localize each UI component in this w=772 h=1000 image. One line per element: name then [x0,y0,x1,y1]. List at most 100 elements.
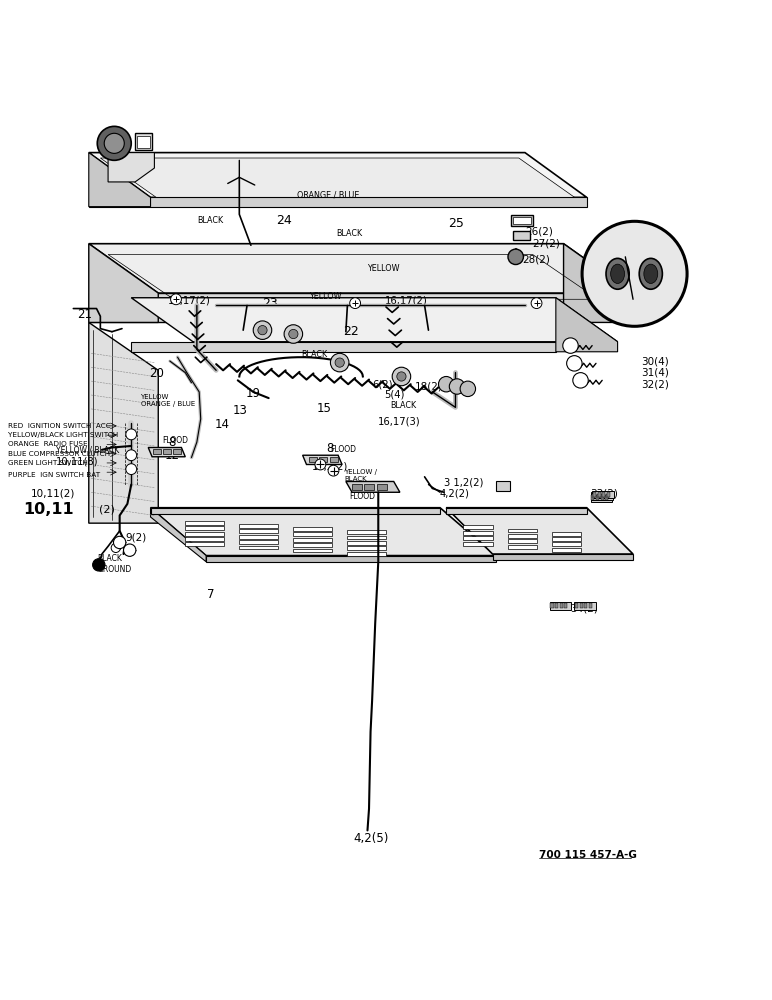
Polygon shape [564,244,633,322]
Bar [293,538,332,542]
Text: 10,2(2): 10,2(2) [312,462,348,472]
Polygon shape [206,556,496,562]
Bar [173,449,181,454]
Bar [597,494,600,498]
Circle shape [582,221,687,326]
Ellipse shape [606,258,629,289]
Text: YELLOW: YELLOW [367,264,399,273]
Bar [163,449,171,454]
Text: YELLOW
ORANGE / BLUE: YELLOW ORANGE / BLUE [141,394,195,407]
Text: 16,17(2): 16,17(2) [168,296,211,306]
Circle shape [449,379,465,394]
Bar [513,231,530,240]
Text: BLACK
GROUND: BLACK GROUND [97,554,131,574]
Bar [463,531,493,535]
Text: BLACK: BLACK [390,401,416,410]
Bar [153,449,161,454]
Text: YELLOW / BLACK: YELLOW / BLACK [56,445,119,454]
Polygon shape [89,244,158,322]
Circle shape [573,373,588,388]
Text: BLACK: BLACK [301,350,327,359]
Circle shape [284,325,303,343]
Text: 12: 12 [164,449,179,462]
Polygon shape [89,244,633,293]
Bar [319,457,327,462]
Text: 25: 25 [448,217,464,230]
Circle shape [350,298,361,309]
Text: 15: 15 [317,402,331,415]
Polygon shape [151,508,496,556]
Polygon shape [131,342,556,352]
Bar [185,537,224,541]
Bar [607,492,610,497]
Text: 32(2): 32(2) [641,379,669,389]
Text: 10,11(8): 10,11(8) [56,456,98,466]
Circle shape [438,376,454,392]
Text: 10,11: 10,11 [23,502,74,517]
Circle shape [289,329,298,339]
Bar [293,549,332,552]
Circle shape [460,381,476,397]
Circle shape [563,338,578,353]
Bar [592,491,614,498]
Text: 9(2): 9(2) [125,532,147,542]
Polygon shape [89,293,564,322]
Bar [550,602,571,610]
Circle shape [392,367,411,386]
Ellipse shape [639,258,662,289]
Text: YELLOW/BLACK LIGHT SWITCH: YELLOW/BLACK LIGHT SWITCH [8,432,118,438]
Text: GREEN LIGHT SWITCH: GREEN LIGHT SWITCH [8,460,87,466]
Polygon shape [346,481,400,492]
Bar [564,603,567,608]
Bar [347,546,386,550]
Bar [135,133,152,150]
Ellipse shape [644,264,658,283]
Text: YELLOW /
BLACK: YELLOW / BLACK [344,469,378,482]
Text: (2): (2) [99,504,115,514]
Circle shape [315,459,326,470]
Text: BLACK: BLACK [197,216,223,225]
Bar [239,529,278,533]
Bar [508,529,537,532]
Polygon shape [151,508,440,514]
Text: FLOOD: FLOOD [349,492,375,501]
Bar [293,532,332,536]
Text: 29: 29 [625,254,641,267]
Bar [508,534,537,538]
Circle shape [126,464,137,475]
Circle shape [397,372,406,381]
Bar [606,494,609,498]
Text: FLOOD: FLOOD [330,445,357,454]
Bar [552,542,581,546]
Text: BLACK: BLACK [336,229,362,238]
Bar [591,492,613,500]
Text: 6(2): 6(2) [372,379,393,389]
Polygon shape [148,448,185,457]
Bar [591,495,594,500]
Polygon shape [446,508,587,514]
Text: 34(2): 34(2) [570,603,598,613]
Text: 10,11(2): 10,11(2) [31,489,75,499]
Bar [293,543,332,547]
Bar [605,495,608,500]
Bar [347,530,386,534]
Text: ORANGE  RADIO FUSE: ORANGE RADIO FUSE [8,441,87,447]
Polygon shape [89,322,158,523]
Ellipse shape [611,264,625,283]
Bar [463,525,493,529]
Bar [602,492,605,497]
Text: YELLOW: YELLOW [309,292,341,301]
Circle shape [124,544,136,556]
Bar [552,532,581,536]
Text: 700 115 457-A-G: 700 115 457-A-G [539,850,637,860]
Bar [584,603,587,608]
Bar [239,540,278,544]
Text: 16,17(2): 16,17(2) [384,296,427,306]
Circle shape [258,326,267,335]
Bar [555,603,558,608]
Bar [347,552,386,556]
Bar [593,492,596,497]
Bar [377,484,387,490]
Bar [596,495,599,500]
Bar [239,524,278,528]
